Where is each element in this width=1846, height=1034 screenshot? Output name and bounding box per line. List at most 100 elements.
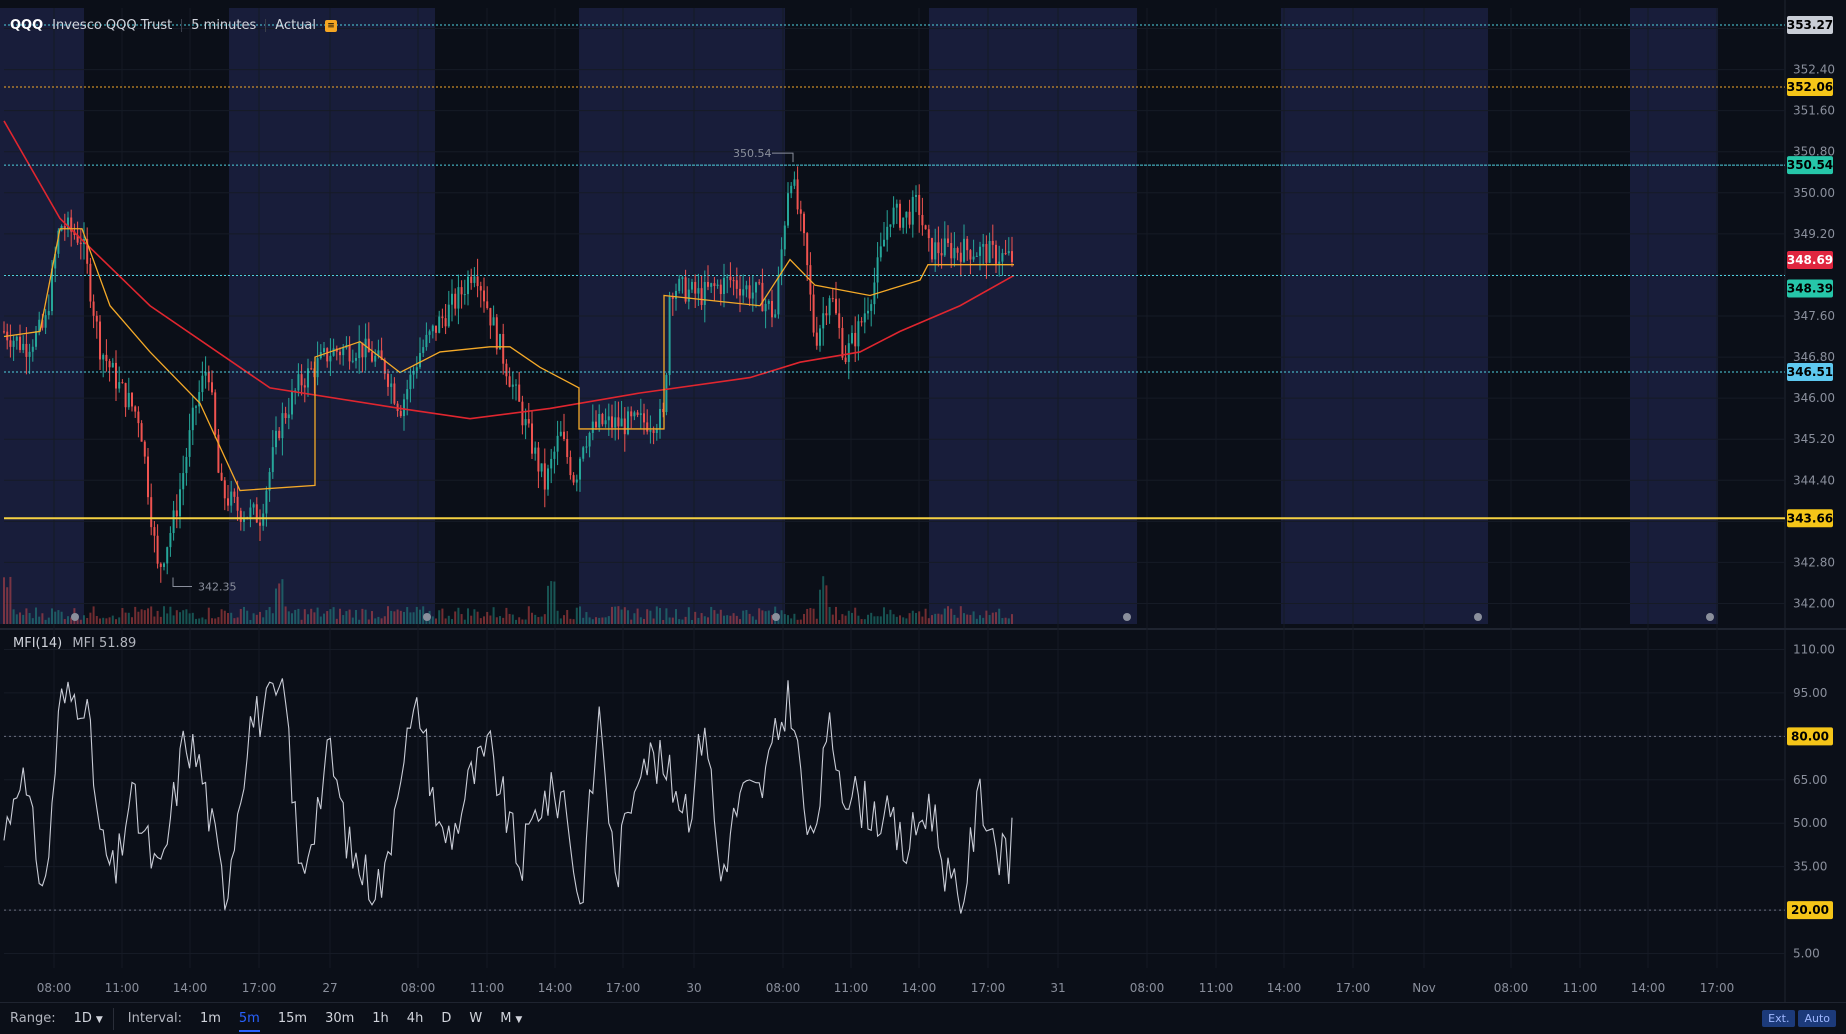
candle-body [937, 242, 940, 254]
time-axis-label: 11:00 [834, 981, 869, 995]
volume-bar [953, 614, 956, 624]
volume-bar [521, 619, 524, 624]
candle-body [899, 203, 901, 228]
volume-bar [556, 610, 559, 624]
volume-bar [252, 613, 255, 624]
interval-button-30m[interactable]: 30m [325, 1011, 355, 1026]
mfi-tick-label: 5.00 [1793, 947, 1820, 961]
volume-bar [835, 606, 837, 624]
extended-hours-toggle[interactable]: Ext. [1762, 1010, 1796, 1027]
volume-bar [633, 613, 636, 624]
candle-body [44, 315, 47, 328]
interval-button-4h[interactable]: 4h [406, 1011, 424, 1026]
candle-body [639, 413, 642, 415]
price-axis-label-text: 348.39 [1787, 281, 1833, 295]
time-axis-label: Nov [1412, 981, 1435, 995]
interval-button-d[interactable]: D [441, 1011, 452, 1026]
candle-body [956, 248, 959, 253]
mfi-title[interactable]: MFI(14) [13, 636, 63, 651]
volume-bar [531, 612, 533, 624]
candle-body [1007, 251, 1010, 254]
volume-bar [825, 585, 828, 624]
volume-bar [665, 608, 668, 624]
candle-body [742, 289, 745, 296]
candle-body [556, 435, 559, 452]
candle-body [991, 240, 994, 245]
adjustment-mode[interactable]: Actual [275, 18, 317, 33]
symbol-ticker[interactable]: QQQ [10, 18, 44, 33]
volume-bar [847, 610, 850, 624]
candle-body [147, 456, 149, 498]
low-annotation: 342.35 [198, 581, 237, 594]
volume-bar [748, 613, 751, 624]
candle-body [831, 298, 834, 300]
candle-body [659, 408, 661, 430]
volume-bar [111, 615, 114, 624]
flag-icon[interactable]: ≡ [325, 19, 338, 32]
volume-bar [300, 619, 303, 624]
volume-bar [140, 609, 143, 624]
volume-bar [502, 617, 505, 624]
price-axis-label-bg [1787, 362, 1833, 381]
interval-button-5m[interactable]: 5m [238, 1011, 260, 1032]
auto-scale-toggle[interactable]: Auto [1798, 1010, 1836, 1027]
volume-bar [844, 615, 847, 624]
candle-body [585, 446, 588, 448]
volume-bar [367, 619, 370, 624]
volume-bar [742, 610, 745, 624]
volume-bar [143, 610, 146, 624]
price-tick-label: 342.00 [1793, 596, 1835, 610]
interval-button-1m[interactable]: 1m [199, 1011, 221, 1026]
range-dropdown[interactable]: 1D ▼ [74, 1011, 103, 1026]
interval-button-m[interactable]: M ▼ [500, 1011, 522, 1026]
interval-button-1h[interactable]: 1h [372, 1011, 389, 1026]
volume-bar [579, 606, 581, 624]
volume-bar [505, 607, 508, 624]
volume-bar [329, 609, 332, 624]
time-axis-label: 11:00 [470, 981, 505, 995]
volume-bar [966, 614, 969, 624]
candle-body [655, 429, 658, 433]
candle-body [751, 292, 754, 299]
volume-bar [444, 618, 447, 624]
candle-body [825, 313, 828, 316]
volume-bar [483, 616, 485, 624]
candle-body [150, 497, 153, 528]
chart-canvas[interactable]: 342.00 342.80 344.40 345.20 346.00 346.80 347.… [0, 0, 1846, 1002]
time-axis-label: 11:00 [105, 981, 140, 995]
volume-bar [607, 616, 610, 624]
volume-bar [399, 610, 402, 624]
volume-bar [239, 608, 242, 624]
volume-bar [908, 613, 911, 624]
candle-body [470, 276, 473, 283]
volume-bar [102, 617, 105, 624]
candle-body [332, 348, 335, 356]
symbol-name: Invesco QQQ Trust [52, 18, 173, 33]
interval-label[interactable]: 5 minutes [191, 18, 257, 33]
volume-bar [489, 615, 492, 624]
volume-bar [697, 617, 700, 624]
volume-bar [207, 607, 210, 624]
interval-group-label: Interval: [127, 1011, 182, 1026]
price-axis-label: 343.66 [1787, 509, 1833, 528]
interval-button-w[interactable]: W [469, 1011, 483, 1026]
candle-body [998, 261, 1001, 264]
volume-bar [787, 615, 789, 624]
candle-body [979, 246, 981, 256]
volume-bar [719, 609, 722, 624]
volume-bar [313, 612, 316, 624]
volume-bar [710, 606, 713, 624]
candle-body [726, 276, 729, 278]
candle-body [399, 410, 402, 417]
symbol-legend: QQQ Invesco QQQ Trust 5 minutes Actual ≡ [10, 18, 338, 33]
candle-body [291, 391, 293, 415]
volume-bar [131, 617, 133, 624]
candle-body [575, 479, 578, 483]
volume-bar [44, 619, 47, 624]
volume-bar [12, 609, 15, 624]
interval-button-15m[interactable]: 15m [277, 1011, 308, 1026]
candle-body [835, 298, 837, 314]
volume-bar [185, 609, 188, 624]
candle-body [921, 214, 924, 226]
volume-bar [678, 619, 681, 624]
